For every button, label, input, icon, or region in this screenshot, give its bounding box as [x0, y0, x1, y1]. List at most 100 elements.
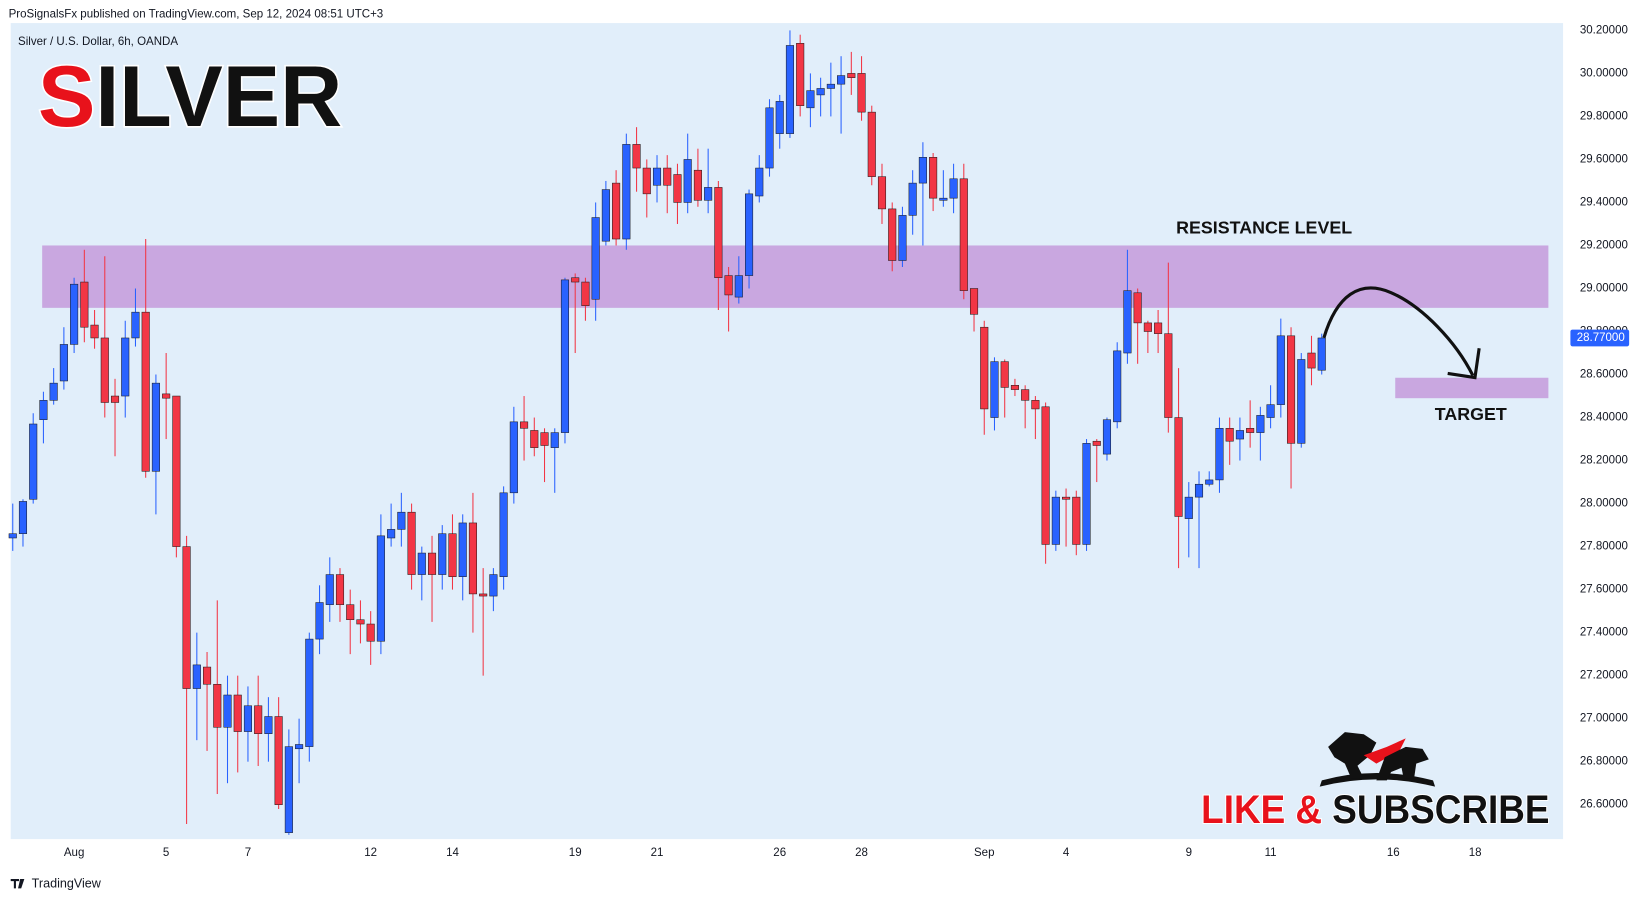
candle-body	[438, 533, 447, 575]
candle-body	[325, 574, 334, 605]
candle-body	[1031, 400, 1040, 410]
candle-body	[1225, 428, 1234, 442]
candle-body	[346, 604, 355, 620]
candle-body	[816, 88, 825, 96]
y-tick-label: 29.20000	[1580, 240, 1628, 252]
candle-body	[1287, 335, 1296, 444]
candle-body	[203, 666, 212, 685]
y-tick-label: 29.80000	[1580, 110, 1628, 122]
candle-body	[1184, 496, 1193, 519]
candle-body	[980, 326, 989, 410]
candle-body	[1133, 292, 1142, 324]
candle-body	[683, 159, 692, 203]
candle-body	[724, 275, 733, 296]
candle-body	[274, 716, 283, 805]
brand-icon	[10, 878, 25, 889]
candle-body	[745, 193, 754, 276]
candle-body	[254, 705, 263, 734]
candle-body	[949, 178, 958, 199]
candle-body	[18, 501, 28, 534]
y-tick-label: 30.20000	[1580, 24, 1628, 36]
candle-body	[663, 167, 672, 186]
candle-body	[192, 664, 201, 689]
candle-body	[1297, 359, 1306, 444]
candle-body	[1123, 290, 1132, 354]
candle-body	[284, 746, 293, 833]
candle-body	[1051, 496, 1060, 545]
candle-body	[837, 75, 846, 85]
candle-body	[755, 167, 764, 197]
candle-body	[356, 619, 365, 625]
candle-body	[59, 344, 68, 382]
candle-body	[959, 178, 968, 291]
candle-body	[693, 169, 702, 201]
candle-body	[1062, 496, 1071, 500]
candle-body	[295, 744, 304, 750]
candle-body	[622, 144, 631, 240]
y-tick-label: 28.20000	[1580, 455, 1628, 467]
candle-body	[775, 101, 784, 134]
candle-body	[39, 400, 48, 420]
candle-body	[550, 432, 559, 448]
candle-body	[857, 73, 866, 113]
cta-subscribe: SUBSCRIBE	[1332, 787, 1549, 831]
y-tick-label: 28.60000	[1580, 369, 1628, 381]
candle-body	[1164, 333, 1173, 418]
candle-body	[898, 215, 907, 261]
y-tick-label: 26.80000	[1580, 756, 1628, 768]
candle-body	[376, 535, 385, 642]
candle-body	[233, 694, 242, 732]
candle-body	[1215, 428, 1224, 481]
candle-body	[939, 197, 948, 201]
candle-body	[458, 522, 467, 577]
candle-body	[131, 311, 140, 339]
y-tick-label: 29.00000	[1580, 283, 1628, 295]
last-price-label: 28.77000	[1577, 332, 1625, 344]
title-initial: S	[38, 49, 95, 145]
x-tick-label: Sep	[974, 847, 995, 859]
chart-title: SILVER	[38, 49, 342, 145]
y-tick-label: 27.40000	[1580, 627, 1628, 639]
candle-body	[908, 182, 917, 216]
candle-body	[397, 511, 406, 530]
zone-label: TARGET	[1435, 404, 1507, 424]
cta: LIKE & SUBSCRIBE	[1201, 787, 1549, 831]
candle-body	[612, 182, 621, 240]
y-tick-label: 27.20000	[1580, 670, 1628, 682]
candle-body	[1256, 415, 1265, 433]
candle-body	[847, 73, 856, 78]
candle-body	[499, 492, 508, 577]
candle-body	[1266, 404, 1275, 418]
candle-body	[1010, 385, 1019, 390]
candle-body	[560, 279, 570, 433]
y-tick-label: 27.00000	[1580, 713, 1628, 725]
candle-body	[1276, 335, 1285, 405]
candle-body	[213, 683, 222, 728]
candle-body	[172, 395, 181, 547]
x-tick-label: Aug	[64, 847, 84, 859]
candle-body	[765, 107, 774, 169]
candle-body	[1246, 428, 1255, 433]
candle-body	[182, 546, 191, 689]
candle-body	[1072, 496, 1081, 545]
candle-body	[70, 283, 79, 345]
x-tick-label: 21	[651, 847, 664, 859]
candle-body	[468, 522, 477, 595]
zone-label: RESISTANCE LEVEL	[1176, 217, 1352, 237]
logo	[1319, 732, 1436, 787]
x-tick-label: 16	[1387, 847, 1400, 859]
x-tick-label: 12	[364, 847, 377, 859]
candle-body	[141, 311, 150, 472]
candle-body	[1317, 337, 1326, 371]
candle-body	[826, 83, 835, 89]
candle-body	[1154, 322, 1163, 334]
candle-body	[673, 174, 682, 203]
candle-body	[1092, 440, 1101, 446]
candle-body	[1000, 361, 1009, 388]
candle-body	[591, 217, 600, 300]
y-tick-label: 29.40000	[1580, 197, 1628, 209]
zone	[42, 245, 1549, 308]
candle-body	[366, 623, 375, 642]
